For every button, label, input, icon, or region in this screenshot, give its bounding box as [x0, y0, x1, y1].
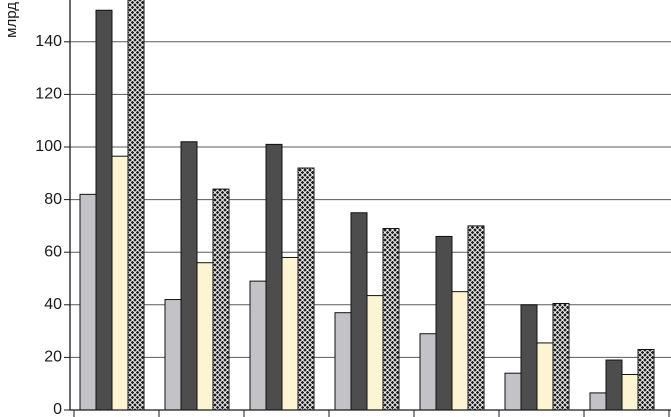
- bar-series1-group4: [334, 312, 352, 411]
- bar-series3-group7: [621, 373, 639, 411]
- bar-series1-group7: [589, 392, 607, 411]
- axes: [64, 0, 671, 417]
- bar-series1-group1: [79, 193, 97, 411]
- bar-series4-group6: [552, 302, 570, 411]
- y-tick-label: 140: [35, 33, 62, 50]
- bar-series3-group5: [451, 291, 469, 411]
- bar-series1-group2: [164, 299, 182, 411]
- y-tick-label: 100: [35, 138, 62, 155]
- tick-labels: 0 20 40 60 80 100 120 140: [35, 33, 62, 417]
- bars: [79, 0, 655, 411]
- bar-series2-group3: [265, 143, 283, 411]
- bar-series4-group7: [637, 349, 655, 411]
- bar-series2-group1: [95, 9, 113, 411]
- y-tick-label: 80: [44, 191, 62, 208]
- bar-series1-group6: [504, 372, 522, 411]
- y-tick-label: 40: [44, 296, 62, 313]
- bar-series2-group5: [435, 235, 453, 411]
- bar-series2-group2: [180, 141, 198, 411]
- y-axis-label: млрд: [3, 2, 20, 38]
- bar-series2-group4: [350, 212, 368, 411]
- y-tick-label: 60: [44, 243, 62, 260]
- y-tick-label: 120: [35, 86, 62, 103]
- bar-series1-group5: [419, 333, 437, 411]
- bar-series3-group2: [196, 262, 214, 411]
- bar-series3-group1: [111, 155, 129, 411]
- bar-series2-group7: [605, 359, 623, 411]
- bar-series2-group6: [520, 304, 538, 411]
- bar-series3-group4: [366, 295, 384, 411]
- bar-series4-group1: [127, 0, 145, 411]
- bar-series3-group3: [281, 256, 299, 411]
- bar-series4-group5: [467, 225, 485, 411]
- bar-series4-group3: [297, 167, 315, 411]
- y-tick-label: 20: [44, 349, 62, 366]
- bar-series3-group6: [536, 342, 554, 411]
- bar-series4-group4: [382, 228, 400, 411]
- bar-series1-group3: [249, 280, 267, 411]
- y-tick-label: 0: [53, 401, 62, 417]
- bar-series4-group2: [212, 188, 230, 411]
